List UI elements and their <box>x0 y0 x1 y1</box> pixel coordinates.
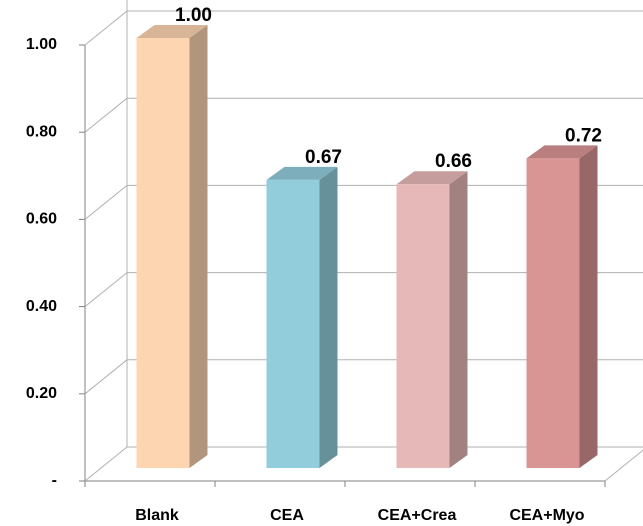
y-tick-label: 0.80 <box>26 123 57 140</box>
bar-top <box>526 145 598 159</box>
bar-top <box>396 171 468 185</box>
grid-line <box>84 97 128 133</box>
bar <box>526 158 580 468</box>
bar-side <box>319 166 338 468</box>
grid-line <box>84 10 128 46</box>
grid-line <box>84 446 128 482</box>
x-tick-label: CEA+Crea <box>378 507 457 524</box>
grid-line <box>84 272 128 307</box>
grid-line <box>84 359 128 395</box>
x-tick-label: CEA+Myo <box>509 507 584 524</box>
y-tick-label: 0.40 <box>26 298 57 315</box>
y-tick-label: 0.60 <box>26 211 57 228</box>
bar-side <box>449 171 468 468</box>
bar <box>136 38 190 468</box>
bar-top <box>266 166 338 180</box>
y-tick-label: 1.00 <box>26 36 57 53</box>
bar-side <box>189 25 208 468</box>
bar-top <box>136 25 208 38</box>
value-label: 0.66 <box>435 151 472 172</box>
y-tick-label: - <box>52 472 57 489</box>
floor-edge <box>604 449 643 482</box>
bar <box>266 179 320 468</box>
bar <box>396 184 450 468</box>
x-tick-label: CEA <box>270 507 304 524</box>
grid-line <box>84 185 128 220</box>
bar-side <box>579 145 598 468</box>
value-label: 0.67 <box>305 147 342 168</box>
x-tick-label: Blank <box>135 507 179 524</box>
value-label: 1.00 <box>175 5 212 26</box>
y-tick-label: 0.20 <box>26 385 57 402</box>
value-label: 0.72 <box>565 125 602 146</box>
